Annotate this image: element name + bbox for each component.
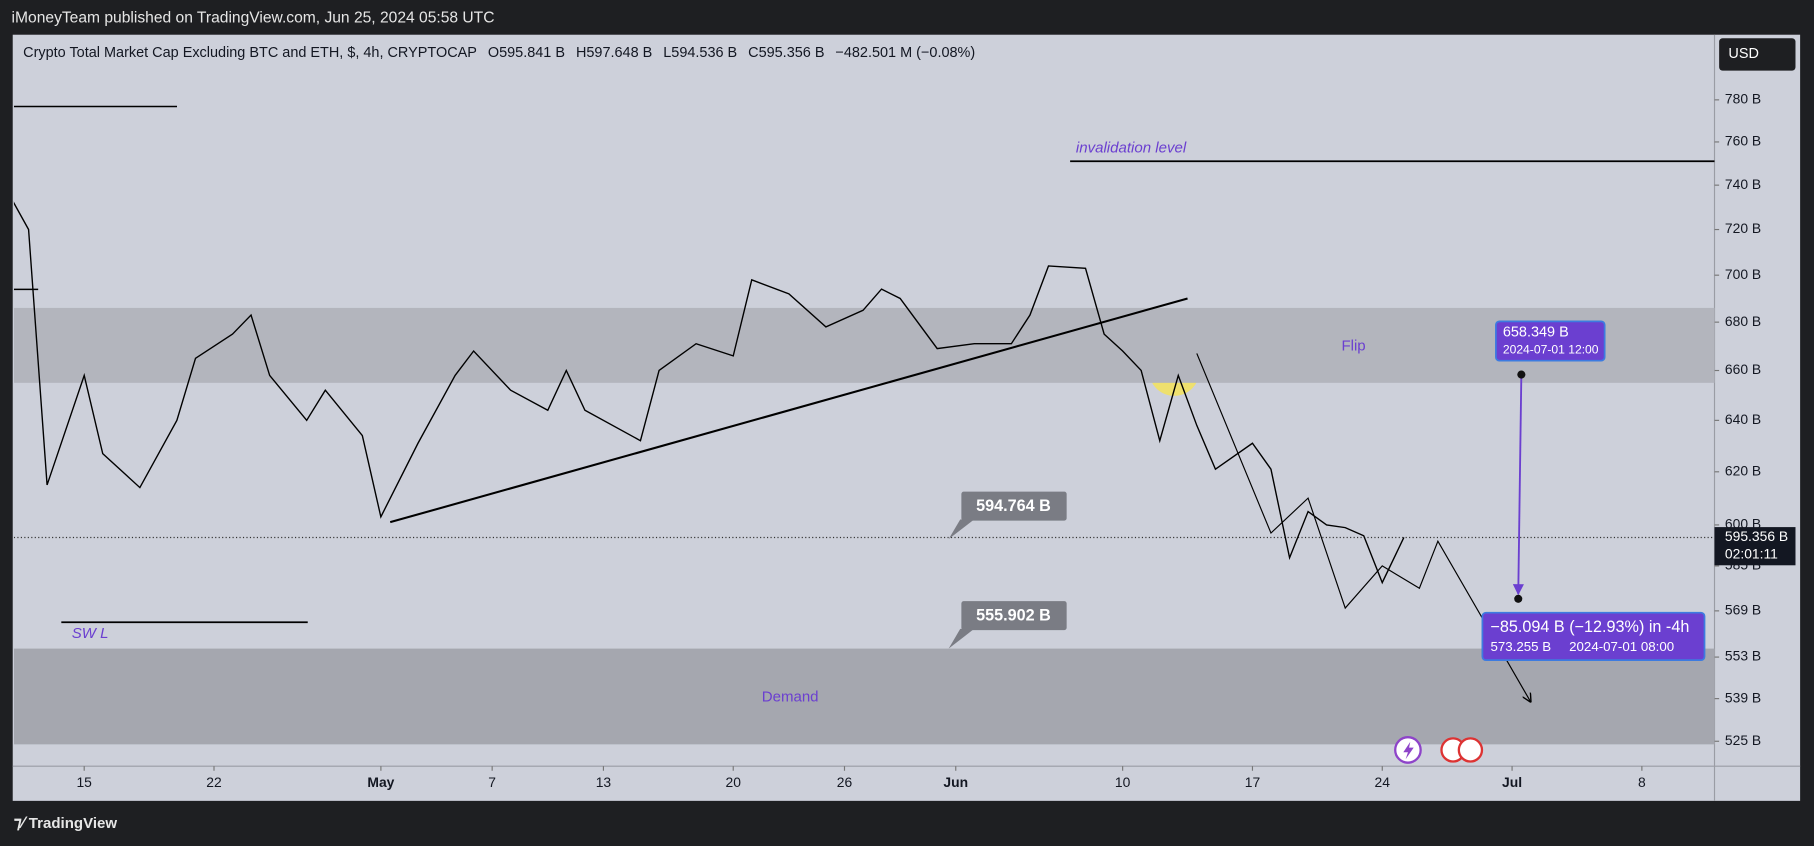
x-tick-label: 22 xyxy=(206,774,222,790)
callout-box xyxy=(961,601,1067,631)
measure-end-box xyxy=(1481,611,1706,662)
x-tick-label: 13 xyxy=(596,774,612,790)
y-tick-label: 539 B xyxy=(1725,689,1761,705)
y-tick-label: 620 B xyxy=(1725,462,1761,478)
y-tick-label: 660 B xyxy=(1725,361,1761,377)
currency-label: USD xyxy=(1728,46,1759,62)
x-tick-label: Jul xyxy=(1502,774,1522,790)
measure-end xyxy=(1514,594,1523,603)
icon xyxy=(1457,737,1484,763)
y-tick-label: 525 B xyxy=(1725,732,1761,748)
x-tick-label: 15 xyxy=(76,774,92,790)
footer-text: TradingView xyxy=(29,815,118,832)
legend-symbol: Crypto Total Market Cap Excluding BTC an… xyxy=(23,45,477,61)
currency-button[interactable] xyxy=(1719,38,1796,71)
price-line xyxy=(13,201,1405,585)
y-tick-label: 780 B xyxy=(1725,91,1761,107)
x-tick-label: 26 xyxy=(837,774,853,790)
x-tick-label: May xyxy=(367,774,394,790)
measure-end-time: 2024-07-01 08:00 xyxy=(1569,639,1674,654)
legend-low: L594.536 B xyxy=(663,45,737,61)
footer-logo: ⁊⁄ TradingView xyxy=(14,814,117,832)
measure-start-box xyxy=(1495,320,1606,362)
plot xyxy=(13,105,1715,745)
y-tick-label: 700 B xyxy=(1725,266,1761,282)
callout-pointer xyxy=(948,628,975,649)
last-price-countdown: 02:01:11 xyxy=(1725,546,1778,562)
x-tick-label: 17 xyxy=(1245,774,1261,790)
x-tick-label: 24 xyxy=(1375,774,1391,790)
x-tick-label: 20 xyxy=(726,774,742,790)
last-price-label: 595.356 B xyxy=(1725,528,1788,544)
zone-label: Demand xyxy=(762,689,819,706)
y-tick-label: 569 B xyxy=(1725,602,1761,618)
level-label: invalidation level xyxy=(1076,139,1187,156)
trendline xyxy=(389,297,1188,524)
y-tick-label: 760 B xyxy=(1725,133,1761,149)
legend-change: −482.501 M (−0.08%) xyxy=(835,45,975,61)
legend-open: O595.841 B xyxy=(488,45,565,61)
y-tick-label: 720 B xyxy=(1725,220,1761,236)
legend-close: C595.356 B xyxy=(748,45,824,61)
measure-line xyxy=(1512,374,1524,596)
event-icons xyxy=(1394,736,1484,764)
icon xyxy=(1403,741,1414,760)
publisher: iMoneyTeam published on TradingView.com,… xyxy=(12,10,495,27)
projection xyxy=(1196,353,1531,701)
legend: Crypto Total Market Cap Excluding BTC an… xyxy=(23,45,975,61)
zone-label: Flip xyxy=(1341,337,1365,354)
measure-start xyxy=(1517,370,1526,379)
last-price-box xyxy=(1714,527,1796,566)
legend-high: H597.648 B xyxy=(576,45,652,61)
y-tick-label: 553 B xyxy=(1725,648,1761,664)
y-tick-label: 740 B xyxy=(1725,176,1761,192)
callout-box xyxy=(961,491,1067,521)
zone xyxy=(13,307,1715,383)
measure-change: −85.094 B (−12.93%) in -4h xyxy=(1490,618,1689,636)
x-tick-label: Jun xyxy=(943,774,968,790)
zone xyxy=(13,648,1715,745)
level-label: SW L xyxy=(72,625,109,642)
x-tick-label: 7 xyxy=(488,774,496,790)
y-tick-label: 680 B xyxy=(1725,313,1761,329)
measure-start-value: 658.349 B xyxy=(1503,325,1569,341)
x-tick-label: 8 xyxy=(1638,774,1646,790)
callout-label: 594.764 B xyxy=(976,497,1051,515)
measure-start-time: 2024-07-01 12:00 xyxy=(1503,342,1599,356)
callout-label: 555.902 B xyxy=(976,606,1051,624)
x-tick-label: 10 xyxy=(1115,774,1131,790)
y-tick-label: 640 B xyxy=(1725,411,1761,427)
measure-end-value: 573.255 B xyxy=(1490,639,1551,654)
